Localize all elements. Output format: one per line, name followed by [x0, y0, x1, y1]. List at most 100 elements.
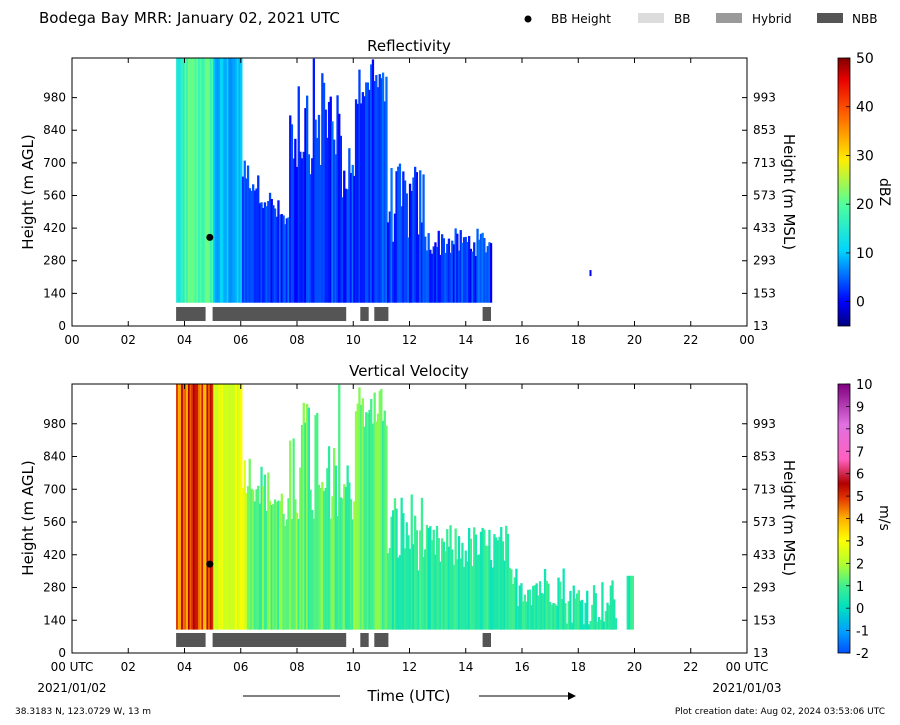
- heatmap-column: [181, 58, 184, 303]
- y-tick-label: 560: [43, 515, 66, 529]
- colorbar-tick-label: 50: [856, 51, 874, 67]
- heatmap-column: [474, 534, 478, 630]
- heatmap-column: [236, 384, 240, 630]
- heatmap-column: [478, 239, 481, 303]
- heatmap-column: [476, 228, 479, 303]
- x-tick-label: 00 UTC: [51, 660, 94, 674]
- heatmap-column: [282, 215, 285, 303]
- heatmap-column: [294, 138, 297, 303]
- heatmap-column: [545, 581, 548, 630]
- x-tick-label: 04: [177, 660, 192, 674]
- heatmap-column: [363, 96, 366, 303]
- heatmap-column: [373, 392, 376, 630]
- heatmap-column: [346, 465, 349, 630]
- heatmap-column: [326, 137, 329, 303]
- heatmap-column: [231, 58, 234, 303]
- y-tick-label: 13: [753, 646, 768, 660]
- heatmap-column: [373, 81, 376, 303]
- heatmap-column: [297, 86, 300, 303]
- heatmap-column: [235, 58, 238, 303]
- heatmap-column: [469, 538, 472, 630]
- heatmap-column: [392, 510, 395, 630]
- x-tick-label: 08: [289, 660, 304, 674]
- heatmap-column: [488, 242, 491, 303]
- heatmap-column: [206, 58, 209, 303]
- heatmap-column: [191, 58, 194, 303]
- y-tick-label: 293: [753, 581, 776, 595]
- heatmap-column: [290, 124, 294, 303]
- heatmap-column: [473, 527, 476, 630]
- heatmap-column: [484, 252, 488, 303]
- heatmap-column: [186, 384, 189, 630]
- y-tick-label: 13: [753, 319, 768, 333]
- heatmap-column: [284, 224, 287, 303]
- heatmap-column: [275, 501, 278, 630]
- heatmap-column: [474, 256, 478, 303]
- heatmap-column: [464, 550, 467, 630]
- reflectivity-x-ticks: 00 02 04 06 08 10 12 14 16 18 20 22 00: [64, 58, 755, 347]
- colorbar-tick-label: 10: [856, 378, 873, 393]
- heatmap-column: [407, 237, 410, 303]
- heatmap-column: [366, 413, 369, 630]
- heatmap-column: [581, 599, 584, 630]
- heatmap-column: [208, 384, 211, 630]
- legend-hybrid-swatch: [716, 13, 742, 23]
- start-date-label: 2021/01/02: [37, 681, 106, 695]
- heatmap-column: [395, 171, 398, 303]
- heatmap-column: [228, 58, 231, 303]
- heatmap-column: [196, 384, 199, 630]
- heatmap-column: [483, 529, 486, 630]
- heatmap-column: [295, 166, 299, 303]
- heatmap-column: [284, 525, 287, 630]
- heatmap-column: [434, 242, 437, 303]
- heatmap-column: [385, 425, 388, 630]
- heatmap-column: [400, 497, 403, 630]
- y-tick-label: 560: [43, 188, 66, 202]
- heatmap-column: [351, 164, 354, 303]
- heatmap-column: [393, 498, 397, 630]
- heatmap-column: [316, 412, 319, 630]
- heatmap-column: [322, 82, 326, 303]
- heatmap-column: [333, 139, 336, 303]
- heatmap-column: [501, 541, 505, 630]
- heatmap-column: [327, 446, 331, 630]
- heatmap-column: [559, 581, 562, 630]
- heatmap-column: [289, 115, 292, 303]
- reflectivity-bb-bands: [176, 307, 491, 321]
- heatmap-column: [182, 58, 186, 303]
- heatmap-column: [442, 541, 445, 630]
- heatmap-column: [383, 410, 386, 630]
- heatmap-column: [582, 624, 585, 630]
- heatmap-column: [341, 498, 344, 630]
- heatmap-column: [351, 519, 354, 630]
- heatmap-column: [238, 58, 241, 303]
- heatmap-column: [344, 486, 348, 630]
- heatmap-column: [631, 575, 634, 630]
- heatmap-column: [221, 58, 224, 303]
- heatmap-column: [387, 222, 390, 303]
- x-tick-label: 12: [402, 333, 417, 347]
- heatmap-column: [376, 413, 380, 630]
- heatmap-column: [415, 530, 418, 630]
- reflectivity-colorbar-ticks: 0 10 20 30 40 50: [846, 51, 874, 311]
- heatmap-column: [338, 113, 341, 303]
- heatmap-column: [540, 592, 543, 630]
- heatmap-column: [208, 58, 211, 303]
- heatmap-column: [486, 246, 489, 303]
- heatmap-column: [181, 384, 184, 630]
- heatmap-column: [496, 540, 499, 630]
- heatmap-column: [461, 542, 464, 630]
- y-tick-label: 280: [43, 254, 66, 268]
- colorbar-tick-label: -2: [856, 647, 869, 662]
- header-legend: BB Height BB Hybrid NBB: [524, 12, 877, 26]
- heatmap-column: [435, 526, 439, 630]
- heatmap-column: [414, 515, 417, 630]
- velocity-panel: Vertical Velocity 00 UTC 02 04 06 08 10 12 14 16…: [19, 362, 892, 674]
- heatmap-column: [245, 493, 248, 630]
- heatmap-column: [260, 202, 263, 303]
- heatmap-column: [378, 390, 381, 630]
- heatmap-column: [287, 217, 290, 303]
- reflectivity-colorbar: [837, 57, 851, 327]
- heatmap-column: [410, 190, 413, 303]
- heatmap-column: [194, 58, 197, 303]
